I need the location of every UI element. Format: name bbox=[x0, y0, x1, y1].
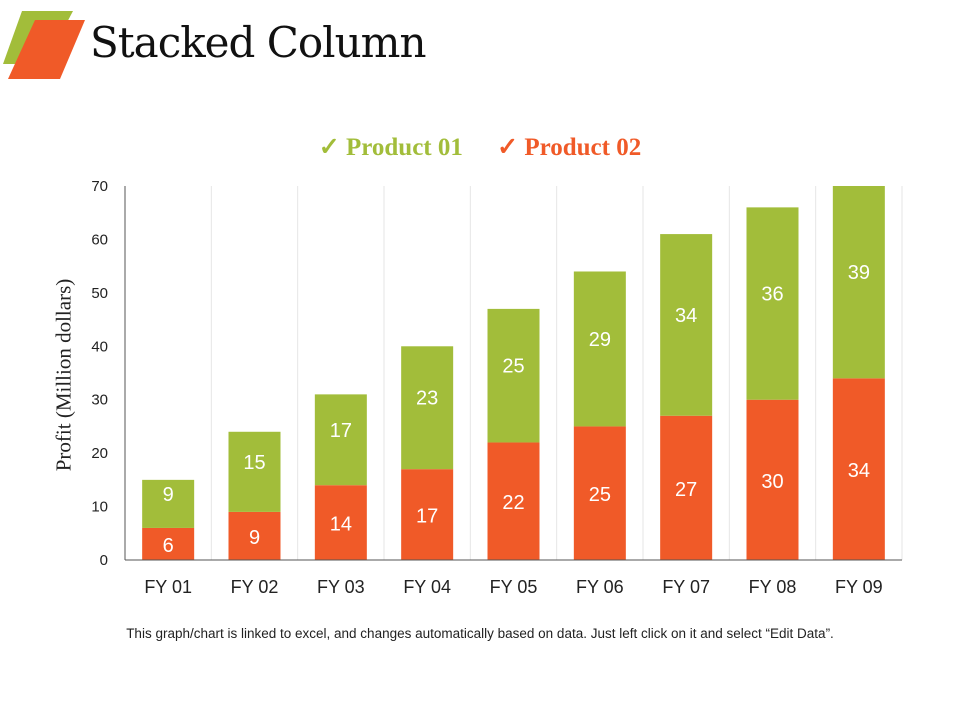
x-tick-label: FY 04 bbox=[403, 577, 451, 597]
y-tick-label: 60 bbox=[91, 231, 108, 248]
bar-product-02 bbox=[832, 378, 885, 560]
data-label: 22 bbox=[502, 492, 524, 514]
x-tick-label: FY 05 bbox=[490, 577, 538, 597]
data-label: 17 bbox=[416, 506, 438, 528]
bar-product-02 bbox=[487, 442, 540, 560]
data-label: 9 bbox=[249, 527, 260, 549]
bar-product-01 bbox=[228, 431, 281, 512]
data-label: 34 bbox=[675, 305, 697, 327]
data-label: 34 bbox=[848, 460, 870, 482]
y-tick-label: 30 bbox=[91, 392, 108, 409]
x-tick-label: FY 01 bbox=[144, 577, 192, 597]
x-tick-label: FY 06 bbox=[576, 577, 624, 597]
bar-product-01 bbox=[401, 346, 454, 470]
data-label: 15 bbox=[243, 452, 265, 474]
data-label: 36 bbox=[761, 284, 783, 306]
y-tick-label: 0 bbox=[100, 552, 108, 569]
y-tick-label: 20 bbox=[91, 445, 108, 462]
bar-product-01 bbox=[832, 186, 885, 379]
title-logo-icon bbox=[3, 11, 85, 79]
data-label: 17 bbox=[330, 420, 352, 442]
data-label: 23 bbox=[416, 388, 438, 410]
x-tick-label: FY 08 bbox=[749, 577, 797, 597]
bar-product-02 bbox=[573, 426, 626, 560]
legend-label: Product 02 bbox=[524, 134, 642, 161]
data-label: 25 bbox=[589, 484, 611, 506]
data-label: 39 bbox=[848, 262, 870, 284]
data-label: 25 bbox=[502, 356, 524, 378]
y-tick-label: 70 bbox=[91, 178, 108, 195]
y-axis-label: Profit (Million dollars) bbox=[51, 278, 76, 472]
data-label: 30 bbox=[761, 471, 783, 493]
legend-item-product-01: ✓ Product 01 bbox=[318, 134, 463, 161]
bar-product-02 bbox=[746, 399, 799, 560]
bar-product-02 bbox=[660, 415, 713, 560]
bar-product-01 bbox=[314, 394, 367, 486]
x-tick-label: FY 03 bbox=[317, 577, 365, 597]
legend-label: Product 01 bbox=[345, 134, 463, 161]
bar-product-02 bbox=[228, 511, 281, 560]
x-tick-label: FY 02 bbox=[231, 577, 279, 597]
x-tick-label: FY 09 bbox=[835, 577, 883, 597]
bar-product-01 bbox=[142, 479, 195, 528]
bar-product-01 bbox=[487, 308, 540, 443]
bar-product-02 bbox=[401, 469, 454, 560]
bar-product-02 bbox=[142, 527, 195, 560]
footnote: This graph/chart is linked to excel, and… bbox=[126, 626, 834, 641]
y-tick-label: 10 bbox=[91, 499, 108, 516]
data-label: 27 bbox=[675, 479, 697, 501]
chart-legend: ✓ Product 01 ✓ Product 02 bbox=[0, 132, 960, 162]
bar-product-01 bbox=[573, 271, 626, 427]
y-tick-label: 40 bbox=[91, 338, 108, 355]
y-tick-label: 50 bbox=[91, 285, 108, 302]
data-label: 6 bbox=[163, 535, 174, 557]
page-title: Stacked Column bbox=[90, 18, 427, 67]
data-label: 29 bbox=[589, 329, 611, 351]
bar-product-01 bbox=[746, 207, 799, 400]
x-tick-label: FY 07 bbox=[662, 577, 710, 597]
data-label: 14 bbox=[330, 514, 352, 536]
bar-product-01 bbox=[660, 234, 713, 416]
bar-product-02 bbox=[314, 485, 367, 560]
legend-item-product-02: ✓ Product 02 bbox=[497, 134, 642, 161]
data-label: 9 bbox=[163, 484, 174, 506]
